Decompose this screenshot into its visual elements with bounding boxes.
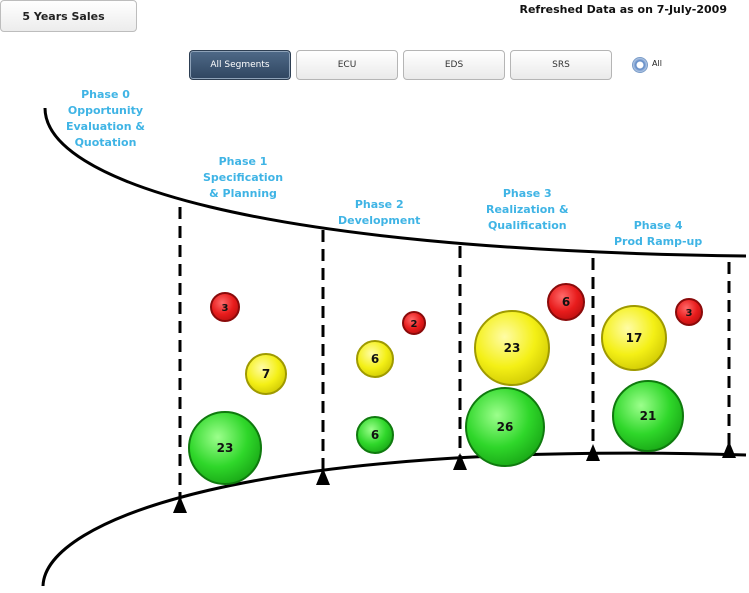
phase-2-label: Phase 2 Development <box>338 198 421 227</box>
bubble-value: 17 <box>626 331 643 345</box>
phase-3-label: Phase 3 Realization & Qualification <box>486 187 569 232</box>
divider-arrow-1 <box>173 496 187 513</box>
bubble-value: 2 <box>411 319 418 330</box>
bubble-value: 26 <box>497 420 514 434</box>
bubble-circle <box>210 292 240 322</box>
refreshed-date-label: Refreshed Data as on 7-July-2009 <box>519 3 728 16</box>
bubble-value: 23 <box>217 441 234 455</box>
bubble-circle <box>245 353 287 395</box>
bubble-value: 3 <box>686 308 693 319</box>
bubble-phase-4-yellow[interactable]: 17 <box>601 305 667 371</box>
phase-4-label: Phase 4 Prod Ramp-up <box>614 219 703 248</box>
bubble-phase-1-red[interactable]: 3 <box>210 292 240 322</box>
divider-arrow-4 <box>586 444 600 461</box>
segment-srs-button[interactable]: SRS <box>510 50 612 80</box>
bubble-value: 3 <box>222 303 229 314</box>
bubble-value: 21 <box>640 409 657 423</box>
segment-all-segments-button[interactable]: All Segments <box>189 50 291 80</box>
segment-ecu-button[interactable]: ECU <box>296 50 398 80</box>
funnel-lower-curve <box>41 451 747 587</box>
bubble-phase-2-red[interactable]: 2 <box>402 311 426 335</box>
bubble-phase-3-red[interactable]: 6 <box>547 283 585 321</box>
bubble-circle <box>402 311 426 335</box>
bubble-circle <box>188 411 262 485</box>
bubble-value: 6 <box>371 352 379 366</box>
funnel-upper-curve <box>43 107 747 258</box>
divider-arrow-3 <box>453 453 467 470</box>
phase-dividers <box>178 207 731 508</box>
bubble-phase-4-green[interactable]: 21 <box>612 380 684 452</box>
divider-arrow-2 <box>316 468 330 485</box>
bubble-phase-2-green[interactable]: 6 <box>356 416 394 454</box>
bubble-circle <box>612 380 684 452</box>
bubble-circle <box>547 283 585 321</box>
five-years-sales-button[interactable]: 5 Years Sales <box>0 0 137 32</box>
phase-0-label: Phase 0 Opportunity Evaluation & Quotati… <box>66 88 145 149</box>
bubble-phase-2-yellow[interactable]: 6 <box>356 340 394 378</box>
bubble-phase-1-yellow[interactable]: 7 <box>245 353 287 395</box>
bubble-value: 6 <box>371 428 379 442</box>
segment-eds-button[interactable]: EDS <box>403 50 505 80</box>
all-radio-button[interactable] <box>632 57 648 73</box>
bubble-circle <box>356 416 394 454</box>
bubble-phase-3-green[interactable]: 26 <box>465 387 545 467</box>
all-radio-label: All <box>652 59 662 68</box>
bubble-value: 23 <box>504 341 521 355</box>
bubble-circle <box>675 298 703 326</box>
bubble-circle <box>465 387 545 467</box>
bubble-value: 7 <box>262 367 270 381</box>
bubble-phase-1-green[interactable]: 23 <box>188 411 262 485</box>
bubble-circle <box>601 305 667 371</box>
divider-arrow-5 <box>722 441 736 458</box>
bubble-phase-3-yellow[interactable]: 23 <box>474 310 550 386</box>
bubble-value: 6 <box>562 295 570 309</box>
bubble-phase-4-red[interactable]: 3 <box>675 298 703 326</box>
bubble-circle <box>356 340 394 378</box>
phase-1-label: Phase 1 Specification & Planning <box>203 155 284 200</box>
divider-arrows <box>173 441 736 513</box>
bubble-circle <box>474 310 550 386</box>
